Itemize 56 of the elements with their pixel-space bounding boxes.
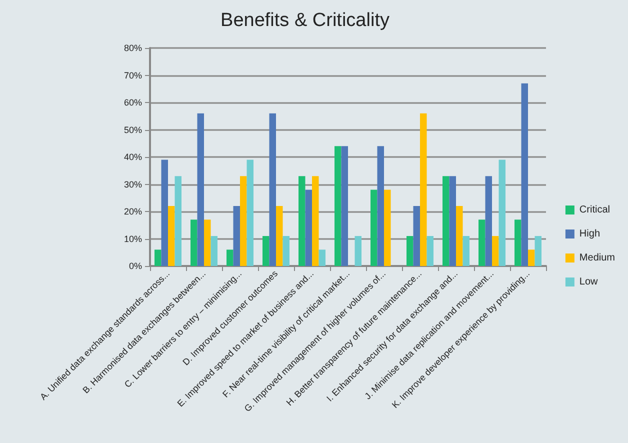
bar	[233, 206, 240, 266]
bar	[492, 236, 499, 266]
bar	[197, 113, 204, 266]
y-tick-label: 50%	[124, 124, 142, 135]
bar	[282, 236, 290, 266]
bar	[240, 176, 247, 266]
bar	[377, 146, 384, 266]
bar	[210, 236, 218, 266]
y-tick-label: 20%	[124, 206, 142, 216]
y-tick-label: 70%	[124, 70, 142, 80]
legend-label: Medium	[579, 252, 616, 264]
bar	[174, 176, 182, 266]
bar	[276, 206, 283, 266]
bar	[528, 250, 535, 266]
bar	[485, 176, 492, 266]
bar	[534, 236, 542, 266]
bar	[354, 236, 362, 266]
bar	[190, 220, 198, 266]
bar	[305, 190, 312, 266]
bar	[154, 250, 162, 266]
bar	[204, 220, 211, 266]
bar	[384, 190, 391, 266]
bar	[521, 83, 528, 266]
bar	[420, 113, 427, 266]
bar	[262, 236, 270, 266]
legend-label: High	[579, 228, 600, 240]
bar	[318, 250, 326, 266]
bar	[341, 146, 348, 266]
chart-title: Benefits & Criticality	[220, 10, 390, 31]
bar	[298, 176, 306, 266]
bar	[168, 206, 175, 266]
bar	[370, 190, 378, 266]
bar	[246, 160, 254, 266]
y-tick-label: 80%	[124, 43, 142, 53]
bar	[478, 220, 486, 266]
y-tick-label: 0%	[128, 261, 142, 271]
bar	[161, 160, 168, 266]
legend-label: Low	[579, 276, 599, 288]
y-tick-label: 60%	[124, 98, 142, 108]
legend-label: Critical	[579, 204, 610, 216]
bar	[312, 176, 319, 266]
y-tick-label: 40%	[124, 152, 142, 162]
bar	[226, 250, 234, 266]
bar	[462, 236, 470, 266]
bar	[514, 220, 522, 266]
bar	[498, 160, 506, 266]
bar	[406, 236, 414, 266]
y-tick-label: 10%	[124, 234, 142, 244]
bar	[442, 176, 450, 266]
bar	[426, 236, 434, 266]
bar	[413, 206, 420, 266]
bar	[456, 206, 463, 266]
bar	[334, 146, 342, 266]
bar	[449, 176, 456, 266]
bar	[269, 113, 276, 266]
y-tick-label: 30%	[124, 179, 142, 190]
